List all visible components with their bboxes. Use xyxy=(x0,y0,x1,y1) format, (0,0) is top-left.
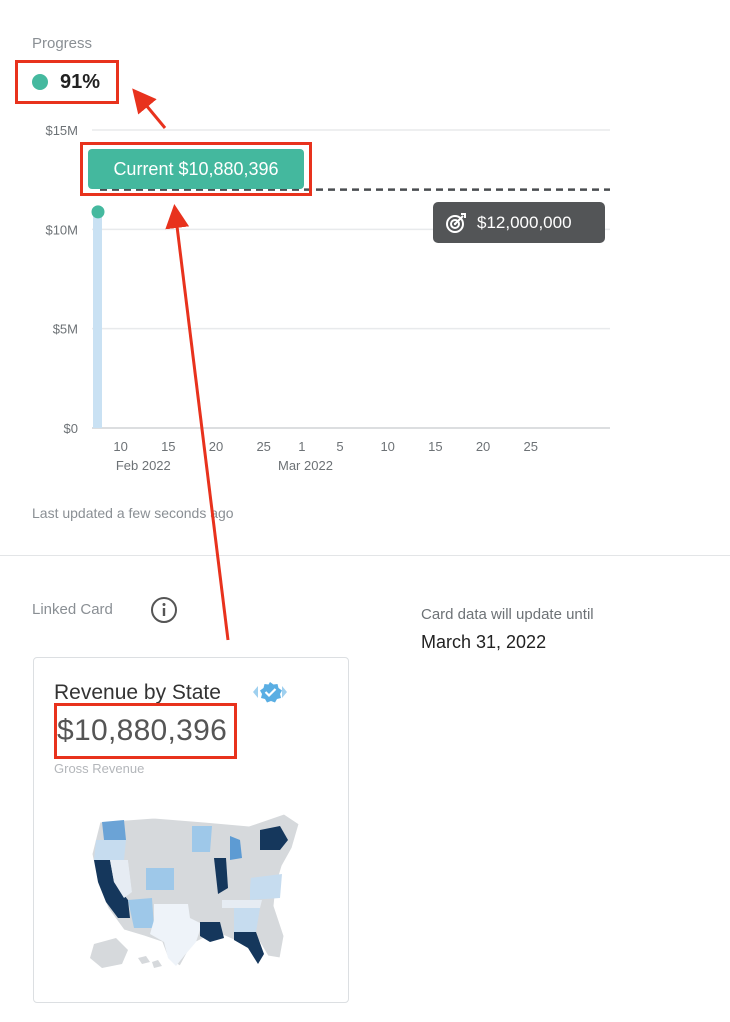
data-point[interactable] xyxy=(91,205,105,219)
current-highlight-box xyxy=(80,142,312,196)
x-tick-label: 10 xyxy=(113,439,127,454)
verified-badge-icon xyxy=(250,680,290,704)
target-tooltip: $12,000,000 xyxy=(433,202,605,243)
info-circle-icon[interactable] xyxy=(150,596,178,624)
us-map-choropleth xyxy=(90,813,300,968)
y-tick-label: $15M xyxy=(45,123,78,138)
current-tooltip: Current $10,880,396 xyxy=(88,149,304,189)
y-tick-label: $0 xyxy=(64,421,78,436)
x-tick-label: 20 xyxy=(209,439,223,454)
x-tick-label: 15 xyxy=(428,439,442,454)
section-divider xyxy=(0,555,730,556)
target-goal-icon xyxy=(446,212,466,233)
x-tick-label: 5 xyxy=(336,439,343,454)
x-tick-label: 10 xyxy=(380,439,394,454)
card-value: $10,880,396 xyxy=(57,714,228,747)
card-value-highlight-box xyxy=(54,703,237,759)
card-title: Revenue by State xyxy=(54,681,221,704)
y-axis-labels: $15M $10M $5M $0 xyxy=(45,123,78,436)
linked-card-label: Linked Card xyxy=(32,601,113,618)
x-month-label: Mar 2022 xyxy=(278,458,333,473)
linked-card[interactable]: Revenue by State $10,880,396 Gross Reven… xyxy=(33,657,349,1003)
x-tick-label: 15 xyxy=(161,439,175,454)
target-value: $12,000,000 xyxy=(477,212,572,232)
chart-series xyxy=(91,205,105,428)
update-note: Card data will update until xyxy=(421,606,594,623)
x-month-label: Feb 2022 xyxy=(116,458,171,473)
last-updated-text: Last updated a few seconds ago xyxy=(32,505,234,521)
x-tick-label: 1 xyxy=(298,439,305,454)
y-tick-label: $10M xyxy=(45,222,78,237)
progress-highlight-box xyxy=(15,60,119,104)
y-tick-label: $5M xyxy=(53,322,78,337)
progress-status-dot xyxy=(32,74,48,90)
card-subtitle: Gross Revenue xyxy=(54,761,145,776)
x-tick-label: 25 xyxy=(256,439,270,454)
progress-label: Progress xyxy=(32,35,93,52)
progress-percent: 91% xyxy=(60,71,101,93)
x-tick-label: 20 xyxy=(476,439,490,454)
x-tick-label: 25 xyxy=(524,439,538,454)
update-date: March 31, 2022 xyxy=(421,632,547,652)
data-area-column xyxy=(93,211,102,428)
